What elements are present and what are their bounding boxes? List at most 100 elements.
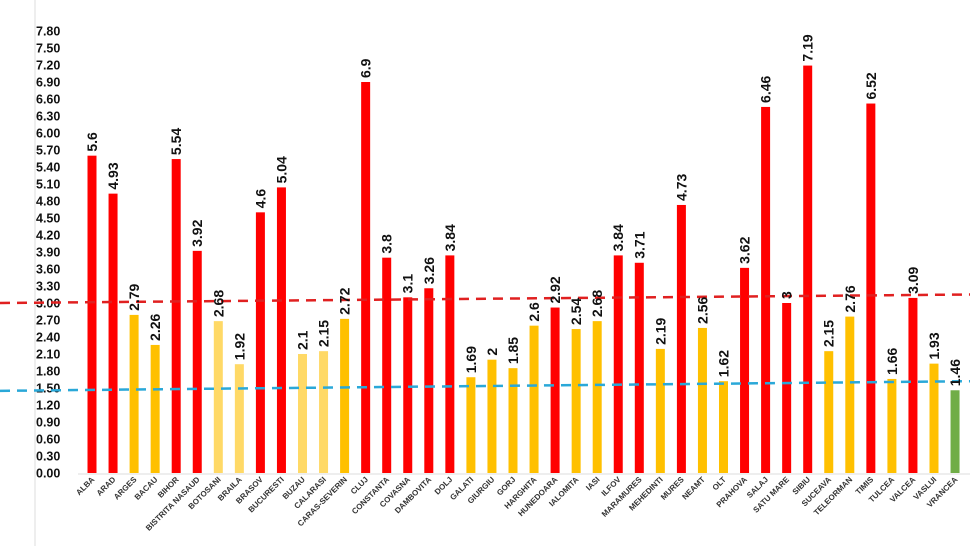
category-label: BACAU — [133, 475, 160, 502]
data-label: 2 — [484, 348, 500, 356]
bar-suceava — [824, 351, 834, 473]
bar-giurgiu — [487, 359, 497, 473]
bar-galati — [466, 377, 476, 473]
bar-arges — [129, 314, 139, 473]
data-label: 1.69 — [463, 346, 479, 373]
bar-arad — [108, 193, 118, 473]
y-tick-label: 6.60 — [36, 93, 60, 107]
data-label: 5.54 — [168, 128, 184, 155]
bar-alba — [87, 155, 97, 473]
bar-vrancea — [950, 390, 960, 473]
y-tick-label: 1.20 — [36, 399, 60, 413]
data-label: 3.84 — [442, 224, 458, 251]
data-label: 6.46 — [758, 75, 774, 102]
bar-cluj — [361, 82, 371, 473]
y-tick-label: 0.00 — [36, 467, 60, 481]
data-label: 5.6 — [84, 132, 100, 152]
y-tick-label: 7.50 — [36, 42, 60, 56]
bar-salaj — [761, 106, 771, 473]
y-tick-label: 7.20 — [36, 59, 60, 73]
bar-tulcea — [887, 378, 897, 473]
data-label: 3.26 — [421, 257, 437, 284]
data-label: 2.1 — [295, 330, 311, 350]
bar-gorj — [508, 368, 518, 473]
y-tick-label: 3.00 — [36, 297, 60, 311]
y-tick-label: 4.80 — [36, 195, 60, 209]
category-label: IASI — [584, 475, 601, 492]
data-label: 1.46 — [947, 359, 963, 386]
data-label: 2.15 — [821, 320, 837, 347]
y-tick-label: 1.50 — [36, 382, 60, 396]
bar-prahova — [740, 267, 750, 473]
y-tick-label: 2.70 — [36, 314, 60, 328]
data-label: 1.62 — [716, 350, 732, 377]
bar-constanta — [382, 257, 392, 473]
bar-bihor — [171, 159, 181, 474]
data-label: 2.76 — [842, 285, 858, 312]
data-label: 2.6 — [526, 302, 542, 322]
bar-satu-mare — [782, 303, 792, 473]
bar-teleorman — [845, 316, 855, 473]
y-tick-label: 2.10 — [36, 348, 60, 362]
bar-mehedinti — [655, 348, 665, 473]
y-tick-label: 4.50 — [36, 212, 60, 226]
y-tick-label: 7.80 — [36, 25, 60, 39]
y-tick-label: 0.90 — [36, 416, 60, 430]
y-tick-label: 3.30 — [36, 280, 60, 294]
bar-calarasi — [319, 351, 329, 473]
y-tick-label: 0.60 — [36, 433, 60, 447]
bar-olt — [719, 381, 728, 473]
data-label: 2.68 — [589, 290, 605, 317]
data-label: 2.72 — [337, 287, 353, 314]
data-label: 2.19 — [652, 317, 668, 344]
y-tick-label: 5.70 — [36, 144, 60, 158]
bar-timis — [866, 103, 876, 474]
data-label: 3.92 — [189, 219, 205, 246]
bar-vaslui — [929, 363, 939, 473]
data-label: 3.8 — [379, 234, 395, 254]
data-label: 2.56 — [694, 296, 710, 323]
bar-hunedoara — [550, 307, 560, 473]
bar-iasi — [592, 321, 602, 473]
data-label: 5.04 — [273, 156, 289, 183]
data-label: 3.84 — [610, 224, 626, 251]
bar-dambovita — [424, 288, 434, 473]
bar-braila — [234, 364, 244, 473]
data-label: 4.6 — [252, 189, 268, 209]
y-tick-label: 5.10 — [36, 178, 60, 192]
bar-buzau — [298, 354, 307, 473]
category-label: OLT — [711, 475, 728, 492]
bar-brasov — [255, 212, 265, 474]
data-label: 3.1 — [400, 274, 416, 294]
data-label: 2.79 — [126, 283, 142, 310]
bar-covasna — [403, 297, 413, 473]
y-tick-label: 6.30 — [36, 110, 60, 124]
data-label: 2.54 — [568, 298, 584, 325]
bar-bistrita-nasaud — [192, 250, 202, 473]
bar-ialomita — [571, 329, 581, 473]
data-label: 1.85 — [505, 337, 521, 364]
data-label: 3.62 — [737, 236, 753, 263]
data-label: 4.93 — [105, 162, 121, 189]
bar-neamt — [697, 327, 707, 473]
data-label: 2.92 — [547, 276, 563, 303]
data-label: 1.66 — [884, 347, 900, 374]
data-label: 3 — [779, 291, 795, 299]
category-label: NEAMT — [680, 475, 707, 502]
data-label: 7.19 — [800, 34, 816, 61]
bar-harghita — [529, 325, 539, 473]
category-label: ALBA — [74, 475, 96, 497]
data-label: 1.93 — [926, 332, 942, 359]
y-tick-label: 2.40 — [36, 331, 60, 345]
bar-bucuresti — [276, 187, 286, 473]
y-tick-label: 0.30 — [36, 450, 60, 464]
bar-caras-severin — [340, 318, 350, 473]
bar-maramures — [634, 262, 644, 473]
y-tick-label: 5.40 — [36, 161, 60, 175]
y-tick-label: 1.80 — [36, 365, 60, 379]
blue-reference-line — [0, 379, 970, 393]
y-tick-label: 4.20 — [36, 229, 60, 243]
bar-bacau — [150, 344, 160, 473]
red-reference-line — [0, 293, 970, 305]
